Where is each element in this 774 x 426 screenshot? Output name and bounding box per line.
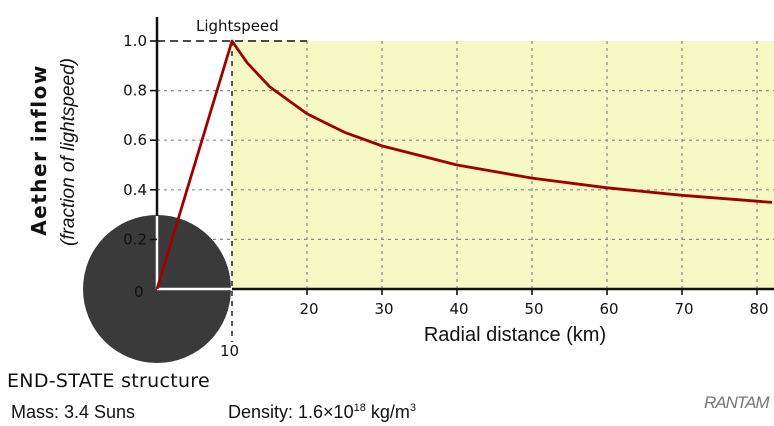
- y-tick-label: 0.4: [123, 181, 147, 199]
- density-prefix: Density: 1.6×10: [228, 402, 354, 422]
- y-tick-label: 0.2: [123, 230, 147, 248]
- x-tick-marks: [306, 289, 758, 295]
- lightspeed-annotation: Lightspeed: [196, 17, 279, 35]
- x-tick-label: 70: [674, 300, 693, 318]
- y-tick-label: 0.8: [123, 82, 147, 100]
- x-tick-label: 80: [749, 300, 768, 318]
- x-tick-label: 30: [374, 300, 393, 318]
- x-axis-title: Radial distance (km): [424, 324, 606, 346]
- y-axis-subtitle: (fraction of lightspeed): [58, 58, 79, 246]
- density-exponent: 18: [353, 402, 366, 414]
- caption-line: Mass: 3.4 Suns Density: 1.6×1018 kg/m3: [11, 402, 416, 423]
- density-unit: kg/m: [365, 402, 410, 422]
- mass-value: Mass: 3.4 Suns: [11, 402, 136, 422]
- x-tick-labels: 20 30 40 50 60 70 80: [299, 300, 768, 318]
- y-tick-label: 0.6: [123, 131, 147, 149]
- radius-label: 10: [220, 342, 239, 360]
- density-unit-exponent: 3: [409, 402, 416, 414]
- y-tick-label: 1.0: [123, 32, 147, 50]
- shaded-region: [232, 41, 774, 289]
- grid: [157, 41, 774, 289]
- origin-label: 0: [134, 283, 144, 301]
- logo: RANTAM: [704, 393, 770, 412]
- y-tick-labels: 0.2 0.4 0.6 0.8 1.0: [123, 32, 147, 248]
- y-axis-title: Aether inflow: [27, 64, 51, 236]
- x-tick-label: 20: [299, 300, 318, 318]
- y-tick-marks: [150, 40, 157, 241]
- x-tick-label: 40: [449, 300, 468, 318]
- x-tick-label: 50: [524, 300, 543, 318]
- series-line: [155, 39, 773, 290]
- caption-title: END-STATE structure: [7, 370, 210, 392]
- x-tick-label: 60: [599, 300, 618, 318]
